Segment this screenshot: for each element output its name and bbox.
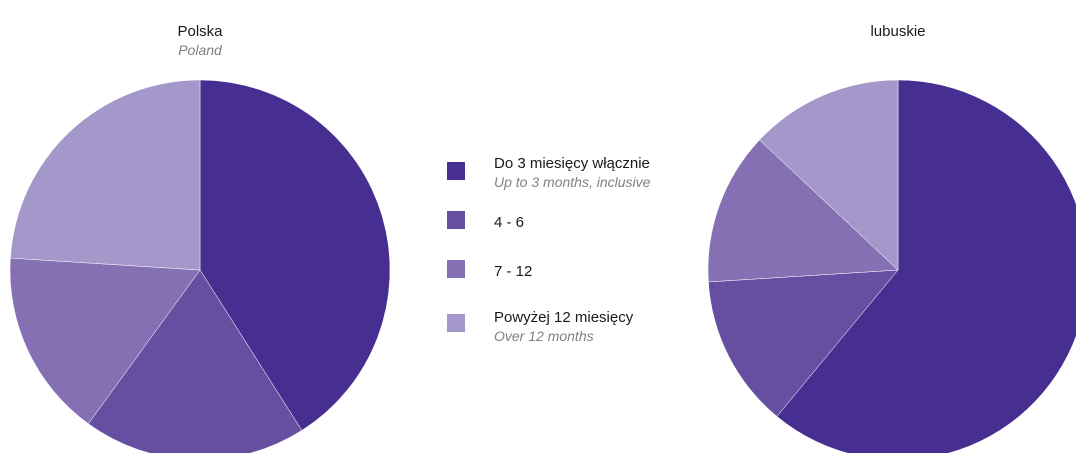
legend-label: 4 - 6 xyxy=(494,214,524,231)
legend-swatch xyxy=(447,162,465,180)
pie-slice-poland-3 xyxy=(10,79,201,271)
legend-sublabel: Over 12 months xyxy=(494,328,594,344)
legend-label: Powyżej 12 miesięcy xyxy=(494,309,634,326)
legend-item-up-to-3-months: Do 3 miesięcy włącznie Up to 3 months, i… xyxy=(447,155,651,190)
pie-chart-poland: Polska Poland xyxy=(9,23,391,453)
pie-slices-poland xyxy=(9,79,391,453)
legend-swatch xyxy=(447,260,465,278)
pie-subtitle-poland: Poland xyxy=(178,42,223,58)
pie-title-lubuskie: lubuskie xyxy=(870,23,925,40)
pie-slice-poland-0 xyxy=(199,79,391,431)
pie-slice-lubuskie-3 xyxy=(759,79,899,271)
legend-label: Do 3 miesięcy włącznie xyxy=(494,155,650,172)
pie-title-poland: Polska xyxy=(177,23,223,40)
legend-label: 7 - 12 xyxy=(494,263,532,280)
pie-slice-lubuskie-1 xyxy=(708,269,899,417)
pie-slice-lubuskie-2 xyxy=(707,139,899,283)
pie-chart-lubuskie: lubuskie xyxy=(707,23,1076,453)
legend: Do 3 miesięcy włącznie Up to 3 months, i… xyxy=(447,155,651,344)
pie-slice-lubuskie-0 xyxy=(776,79,1076,453)
legend-swatch xyxy=(447,314,465,332)
legend-item-7-12: 7 - 12 xyxy=(447,260,532,280)
pie-slices-lubuskie xyxy=(707,79,1076,453)
legend-sublabel: Up to 3 months, inclusive xyxy=(494,174,651,190)
legend-item-over-12-months: Powyżej 12 miesięcy Over 12 months xyxy=(447,309,634,344)
pie-slice-poland-1 xyxy=(87,269,303,453)
legend-swatch xyxy=(447,211,465,229)
legend-item-4-6: 4 - 6 xyxy=(447,211,524,231)
pie-slice-poland-2 xyxy=(9,257,201,425)
